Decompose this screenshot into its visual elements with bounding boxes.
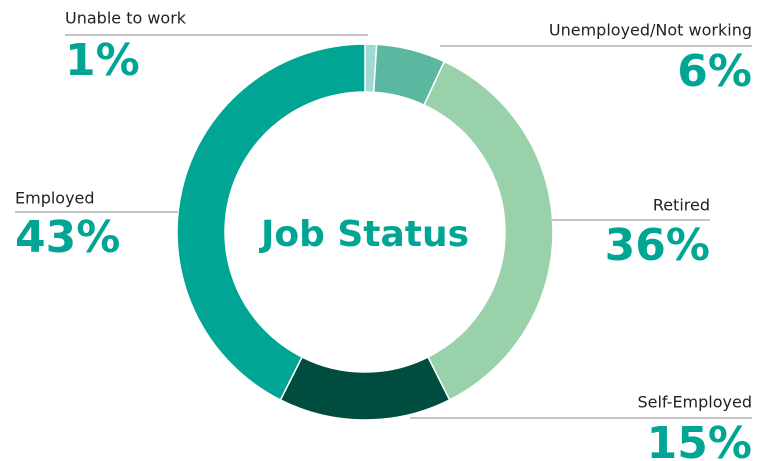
value-label: 6% <box>677 46 752 97</box>
chart-title: Job Status <box>258 214 469 255</box>
category-label: Retired <box>653 196 710 215</box>
donut-segment <box>279 356 451 421</box>
category-label: Employed <box>15 189 95 208</box>
category-label: Unemployed/Not working <box>549 21 752 40</box>
category-label: Unable to work <box>65 9 187 28</box>
value-label: 15% <box>647 418 752 461</box>
value-label: 1% <box>65 35 140 86</box>
value-label: 43% <box>15 212 120 263</box>
value-label: 36% <box>605 220 710 271</box>
donut-segment <box>423 60 554 401</box>
donut-segment <box>176 43 366 401</box>
category-label: Self-Employed <box>637 393 752 412</box>
